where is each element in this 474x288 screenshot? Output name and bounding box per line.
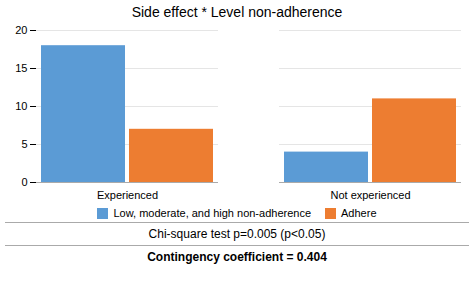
html-text:Contingency coefficient = 0.40: Contingency coefficient = 0.404 <box>147 250 327 264</box>
html-text:Low, moderate, and high non-ad: Low, moderate, and high non-adherence <box>113 207 311 219</box>
html-text:Chi-square test p=0.005 (p<0.0: Chi-square test p=0.005 (p<0.05) <box>148 227 326 241</box>
html-text:Adhere: Adhere <box>341 207 377 219</box>
svg-text:5: 5 <box>21 138 27 150</box>
svg-text:20: 20 <box>15 24 27 36</box>
svg-text:Experienced: Experienced <box>97 189 158 201</box>
svg-text:15: 15 <box>15 62 27 74</box>
svg-text:0: 0 <box>21 176 27 188</box>
svg-text:10: 10 <box>15 100 27 112</box>
html-text:Side effect * Level non-adhere: Side effect * Level non-adherence <box>131 4 343 20</box>
svg-text:Not experienced: Not experienced <box>330 189 410 201</box>
